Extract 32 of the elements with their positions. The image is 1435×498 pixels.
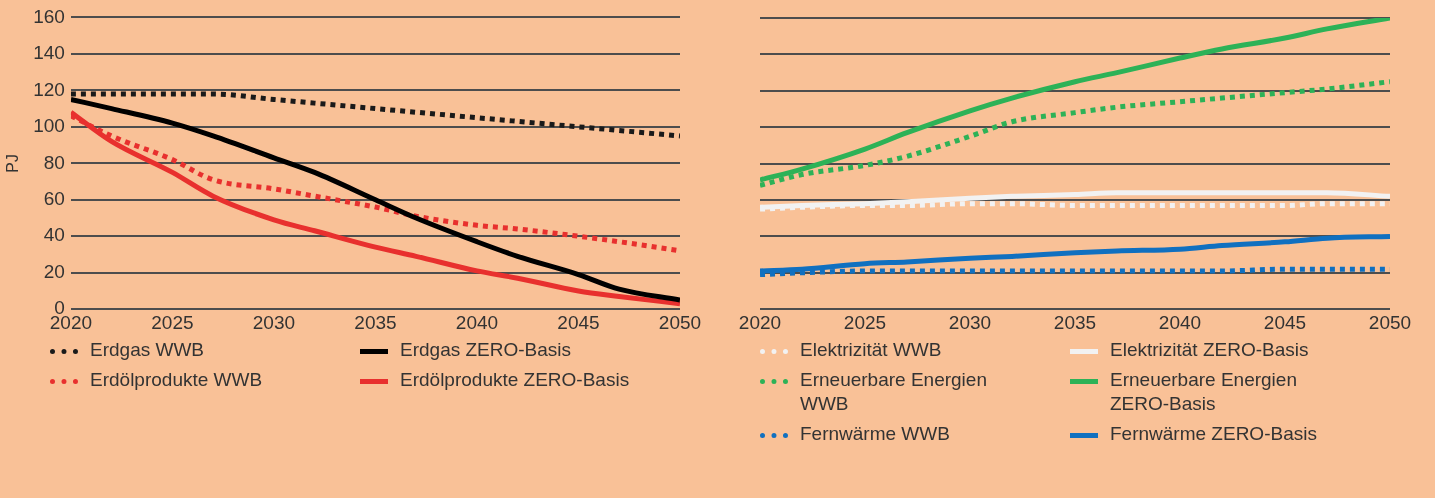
y-tick-label: 160: [33, 5, 65, 27]
y-tick-label: 120: [33, 78, 65, 100]
legend-label: Erneuerbare Energien ZERO-Basis: [1110, 368, 1298, 416]
y-tick-label: 80: [43, 151, 65, 173]
y-tick-label: 140: [33, 42, 65, 64]
y-tick-label: 60: [43, 188, 65, 210]
legend-label: Erdgas ZERO-Basis: [400, 338, 573, 362]
legend-label: Elektrizität WWB: [800, 338, 943, 362]
legend-label: Erneuerbare Energien WWB: [800, 368, 988, 416]
y-tick-label: 100: [33, 115, 65, 137]
x-tick-label: 2035: [1053, 311, 1097, 333]
x-tick-label: 2025: [843, 311, 887, 333]
x-tick-label: 2040: [455, 311, 499, 333]
y-tick-label: 20: [43, 260, 65, 282]
legend-label: Fernwärme WWB: [800, 422, 951, 446]
x-tick-label: 2035: [354, 311, 397, 333]
x-tick-label: 2025: [151, 311, 194, 333]
legend-label: Erdölprodukte WWB: [90, 368, 264, 392]
x-tick-label: 2050: [658, 311, 702, 333]
legend-label: Fernwärme ZERO-Basis: [1110, 422, 1318, 446]
x-tick-label: 2030: [948, 311, 992, 333]
legend-label: Elektrizität ZERO-Basis: [1110, 338, 1310, 362]
x-tick-label: 2045: [557, 311, 600, 333]
x-tick-label: 2030: [252, 311, 296, 333]
y-axis-title: PJ: [4, 153, 22, 173]
legend-label: Erdgas WWB: [90, 338, 206, 362]
legend-label: Erdölprodukte ZERO-Basis: [400, 368, 631, 392]
x-tick-label: 2040: [1158, 311, 1202, 333]
x-tick-label: 2045: [1263, 311, 1307, 333]
x-tick-label: 2020: [738, 311, 782, 333]
x-tick-label: 2050: [1368, 311, 1412, 333]
y-tick-label: 40: [43, 224, 65, 246]
